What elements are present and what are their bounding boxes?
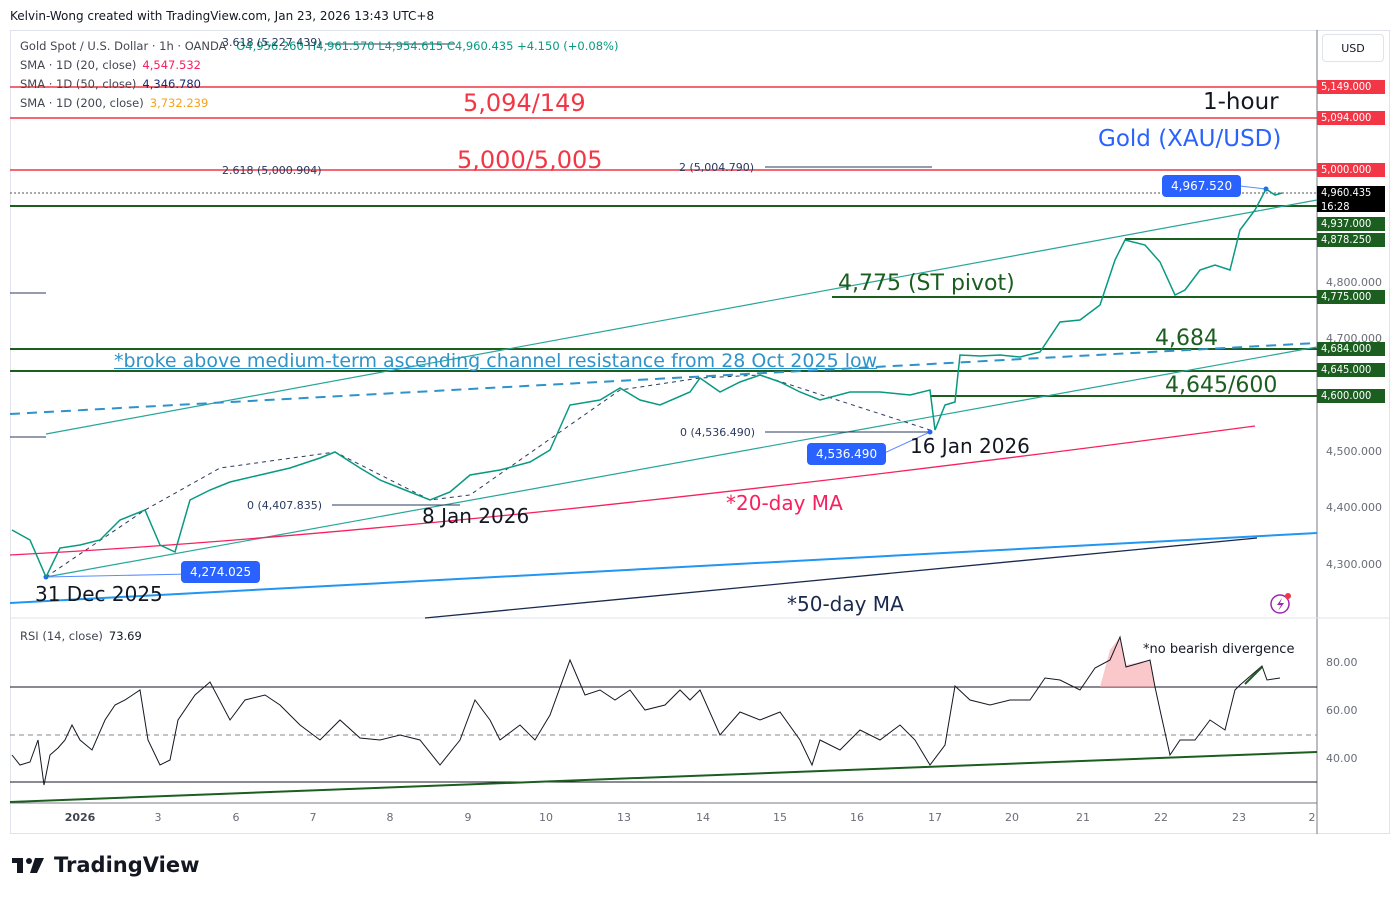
x-tick: 13 [617, 811, 631, 824]
chart-frame [10, 30, 1390, 834]
sma20-legend[interactable]: SMA · 1D (20, close) 4,547.532 [20, 58, 201, 72]
price-badge-low-16jan: 4,536.490 [807, 443, 887, 465]
y-tick: 4,800.000 [1326, 276, 1382, 289]
x-tick: 17 [928, 811, 942, 824]
tradingview-logo-icon [12, 858, 44, 873]
price-label-5149: 5,149.000 [1317, 80, 1385, 94]
timeframe-label: 1-hour [1203, 89, 1279, 115]
x-tick: 9 [464, 811, 472, 824]
sma200-value: 3,732.239 [149, 96, 209, 110]
resistance-label-5094: 5,094/149 [463, 89, 586, 117]
y-tick: 4,500.000 [1326, 445, 1382, 458]
brand-name: TradingView [54, 853, 200, 877]
x-tick: 14 [696, 811, 710, 824]
date-label-31dec: 31 Dec 2025 [35, 582, 163, 606]
chart-credit: Kelvin-Wong created with TradingView.com… [10, 9, 435, 23]
x-tick: 3 [154, 811, 162, 824]
ma50-label: *50-day MA [787, 592, 904, 616]
symbol-name: Gold Spot / U.S. Dollar · 1h · OANDA [20, 39, 227, 53]
fib-extension-label: 3.618 (5,227.439) [222, 36, 322, 49]
sma20-value: 4,547.532 [142, 58, 201, 72]
x-tick: 6 [232, 811, 240, 824]
rsi-tick: 40.00 [1326, 752, 1358, 765]
price-badge-high: 4,967.520 [1162, 175, 1242, 197]
currency-selector[interactable]: USD [1322, 34, 1384, 62]
fib-zero-label-a: 0 (4,536.490) [680, 426, 756, 439]
sma200-legend[interactable]: SMA · 1D (200, close) 3,732.239 [20, 96, 208, 110]
symbol-legend[interactable]: Gold Spot / U.S. Dollar · 1h · OANDA O4,… [20, 39, 618, 53]
support-label-4645: 4,645/600 [1165, 373, 1278, 398]
price-label-4775: 4,775.000 [1317, 290, 1385, 304]
price-label-4878: 4,878.250 [1317, 233, 1385, 247]
rsi-value: 73.69 [108, 629, 142, 643]
ma20-label: *20-day MA [726, 491, 843, 515]
y-tick: 4,300.000 [1326, 558, 1382, 571]
bar-countdown: 16:28 [1321, 200, 1350, 213]
rsi-label: RSI (14, close) [20, 629, 103, 643]
fib-zero-label-b: 0 (4,407.835) [247, 499, 323, 512]
x-tick: 2026 [64, 811, 96, 824]
sma50-legend[interactable]: SMA · 1D (50, close) 4,346.780 [20, 77, 201, 91]
date-label-16jan: 16 Jan 2026 [910, 434, 1030, 458]
fib-2-label: 2 (5,004.790) [679, 161, 755, 174]
channel-breakout-note: *broke above medium-term ascending chann… [114, 350, 878, 372]
x-tick: 20 [1005, 811, 1019, 824]
date-label-8jan: 8 Jan 2026 [422, 504, 530, 528]
rsi-divergence-note: *no bearish divergence [1143, 642, 1295, 657]
fib-2618-label: 2.618 (5,000.904) [222, 164, 322, 177]
y-tick: 4,400.000 [1326, 501, 1382, 514]
price-label-5000: 5,000.000 [1317, 163, 1385, 177]
ohlc-values: O4,956.260 H4,961.570 L4,954.615 C4,960.… [236, 39, 619, 53]
price-label-5094: 5,094.000 [1317, 111, 1385, 125]
price-label-4645: 4,645.000 [1317, 363, 1385, 377]
support-label-4684: 4,684 [1155, 326, 1218, 351]
last-price-value: 4,960.435 [1321, 186, 1372, 199]
price-label-4684: 4,684.000 [1317, 342, 1385, 356]
x-tick: 16 [850, 811, 864, 824]
instrument-label: Gold (XAU/USD) [1098, 126, 1282, 152]
x-tick: 7 [309, 811, 317, 824]
sma20-label: SMA · 1D (20, close) [20, 58, 137, 72]
x-tick: 21 [1076, 811, 1090, 824]
x-tick: 22 [1154, 811, 1168, 824]
sma50-label: SMA · 1D (50, close) [20, 77, 137, 91]
pivot-label: 4,775 (ST pivot) [838, 271, 1015, 296]
x-tick: 2 [1308, 811, 1316, 824]
rsi-legend[interactable]: RSI (14, close) 73.69 [20, 629, 142, 643]
lightning-alert-icon[interactable] [1270, 593, 1291, 614]
sma200-label: SMA · 1D (200, close) [20, 96, 144, 110]
rsi-tick: 60.00 [1326, 704, 1358, 717]
last-price-label: 4,960.435 16:28 [1317, 186, 1385, 213]
price-label-4937: 4,937.000 [1317, 217, 1385, 231]
price-label-4600: 4,600.000 [1317, 389, 1385, 403]
tradingview-logo[interactable]: TradingView [12, 853, 199, 877]
x-tick: 8 [386, 811, 394, 824]
x-tick: 23 [1232, 811, 1246, 824]
y-tick: 4,700.000 [1326, 332, 1382, 345]
sma50-value: 4,346.780 [142, 77, 201, 91]
x-tick: 15 [773, 811, 787, 824]
price-badge-low-31dec: 4,274.025 [181, 561, 261, 583]
rsi-tick: 80.00 [1326, 656, 1358, 669]
resistance-label-5000: 5,000/5,005 [457, 146, 603, 174]
x-tick: 10 [539, 811, 553, 824]
